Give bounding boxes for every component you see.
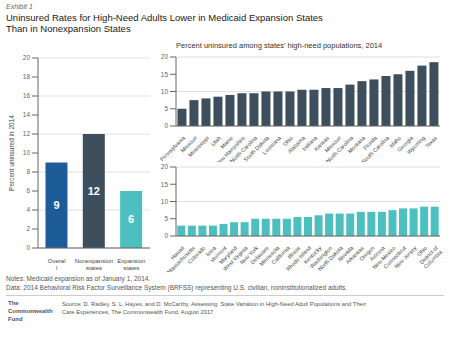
svg-text:Colorado: Colorado: [186, 245, 206, 265]
html-text:Commonwealth: Commonwealth: [8, 308, 53, 314]
svg-text:Indiana: Indiana: [301, 134, 319, 152]
svg-text:14: 14: [23, 111, 31, 118]
svg-text:Rhode Island: Rhode Island: [284, 244, 313, 272]
svg-text:Iowa: Iowa: [204, 244, 217, 258]
html-text:Fund: Fund: [8, 316, 23, 322]
svg-text:Maryland: Maryland: [217, 244, 239, 266]
svg-text:8: 8: [26, 168, 30, 175]
svg-text:Kansas: Kansas: [312, 134, 331, 153]
svg-text:Kentucky: Kentucky: [302, 244, 323, 266]
html-text:Data: 2014 Behavioral Risk Fac: Data: 2014 Behavioral Risk Factor Survei…: [6, 284, 347, 291]
svg-text:Ohio: Ohio: [415, 244, 429, 258]
svg-text:Mississippi: Mississippi: [187, 135, 210, 158]
svg-text:15: 15: [161, 181, 169, 188]
html-text:Source: D. Radley, S. L. Hayes: Source: D. Radley, S. L. Hayes, and D. M…: [62, 301, 367, 307]
svg-text:Expansionstates: Expansionstates: [117, 258, 145, 271]
svg-text:North Dakota: North Dakota: [316, 244, 344, 272]
svg-text:5: 5: [164, 105, 168, 112]
svg-text:Percent uninsured in 2014: Percent uninsured in 2014: [8, 115, 15, 191]
svg-text:District ofColumbia: District ofColumbia: [418, 244, 442, 270]
svg-text:15: 15: [161, 71, 169, 78]
svg-text:Texas: Texas: [424, 135, 439, 150]
svg-text:Hawaii: Hawaii: [169, 244, 186, 261]
svg-text:New Mexico: New Mexico: [371, 244, 397, 271]
svg-text:12: 12: [23, 130, 31, 137]
svg-text:Ohio: Ohio: [281, 134, 295, 148]
svg-text:20: 20: [23, 54, 31, 61]
svg-text:Vermont: Vermont: [208, 244, 228, 264]
svg-text:Nevada: Nevada: [336, 244, 355, 263]
svg-text:18: 18: [23, 73, 31, 80]
svg-text:Florida: Florida: [361, 134, 379, 151]
html-text:The: The: [8, 300, 19, 306]
svg-text:Montana: Montana: [346, 134, 367, 155]
svg-text:6: 6: [26, 187, 30, 194]
svg-text:Arizona: Arizona: [368, 244, 386, 263]
svg-text:Wyoming: Wyoming: [405, 134, 427, 156]
svg-text:Georgia: Georgia: [396, 134, 415, 153]
svg-text:California: California: [270, 244, 291, 266]
svg-text:West Virginia: West Virginia: [221, 244, 249, 272]
html-text:Care Experiences, The Commonwe: Care Experiences, The Commonwealth Fund,…: [62, 309, 215, 315]
svg-text:20: 20: [161, 53, 169, 60]
svg-text:Illinois: Illinois: [286, 244, 302, 260]
svg-text:4: 4: [26, 206, 30, 213]
svg-text:0: 0: [26, 244, 30, 251]
svg-text:New Jersey: New Jersey: [393, 245, 418, 270]
svg-text:Overall: Overall: [48, 258, 66, 271]
svg-text:Connecticut: Connecticut: [382, 244, 408, 270]
svg-text:16: 16: [23, 92, 31, 99]
svg-text:Delaware: Delaware: [249, 244, 270, 266]
svg-text:Arkansas: Arkansas: [344, 244, 365, 266]
svg-text:Alabama: Alabama: [286, 134, 307, 155]
html-text:Exhibit 1: Exhibit 1: [6, 3, 33, 10]
svg-text:South Carolina: South Carolina: [360, 134, 391, 162]
svg-text:9: 9: [53, 199, 59, 211]
svg-text:Idaho: Idaho: [388, 134, 403, 149]
svg-text:Washington: Washington: [308, 244, 334, 270]
svg-text:Oregon: Oregon: [358, 244, 376, 263]
svg-text:Missouri: Missouri: [323, 134, 343, 154]
svg-text:0: 0: [164, 122, 168, 129]
svg-text:10: 10: [161, 88, 169, 95]
html-text:Than in Nonexpansion States: Than in Nonexpansion States: [6, 23, 131, 34]
svg-text:Utah: Utah: [209, 134, 223, 148]
svg-text:Minnesota: Minnesota: [258, 244, 281, 267]
svg-text:5: 5: [164, 215, 168, 222]
svg-text:Nonexpansionstates: Nonexpansionstates: [75, 258, 113, 271]
svg-text:6: 6: [128, 213, 134, 225]
html-text:Notes: Medicaid expansion as o: Notes: Medicaid expansion as of January …: [6, 275, 151, 282]
svg-text:New York: New York: [238, 244, 260, 266]
html-text:Percent uninsured among states: Percent uninsured among states' high-nee…: [176, 41, 383, 50]
svg-text:2: 2: [26, 225, 30, 232]
svg-text:Louisiana: Louisiana: [261, 134, 283, 156]
svg-text:20: 20: [161, 163, 169, 170]
svg-text:0: 0: [164, 232, 168, 239]
svg-text:10: 10: [161, 198, 169, 205]
svg-text:Maine: Maine: [219, 134, 235, 150]
html-text:Uninsured Rates for High-Need: Uninsured Rates for High-Need Adults Low…: [6, 12, 323, 23]
svg-text:Missouri: Missouri: [179, 134, 199, 154]
svg-text:10: 10: [23, 149, 31, 156]
svg-text:12: 12: [88, 185, 100, 197]
